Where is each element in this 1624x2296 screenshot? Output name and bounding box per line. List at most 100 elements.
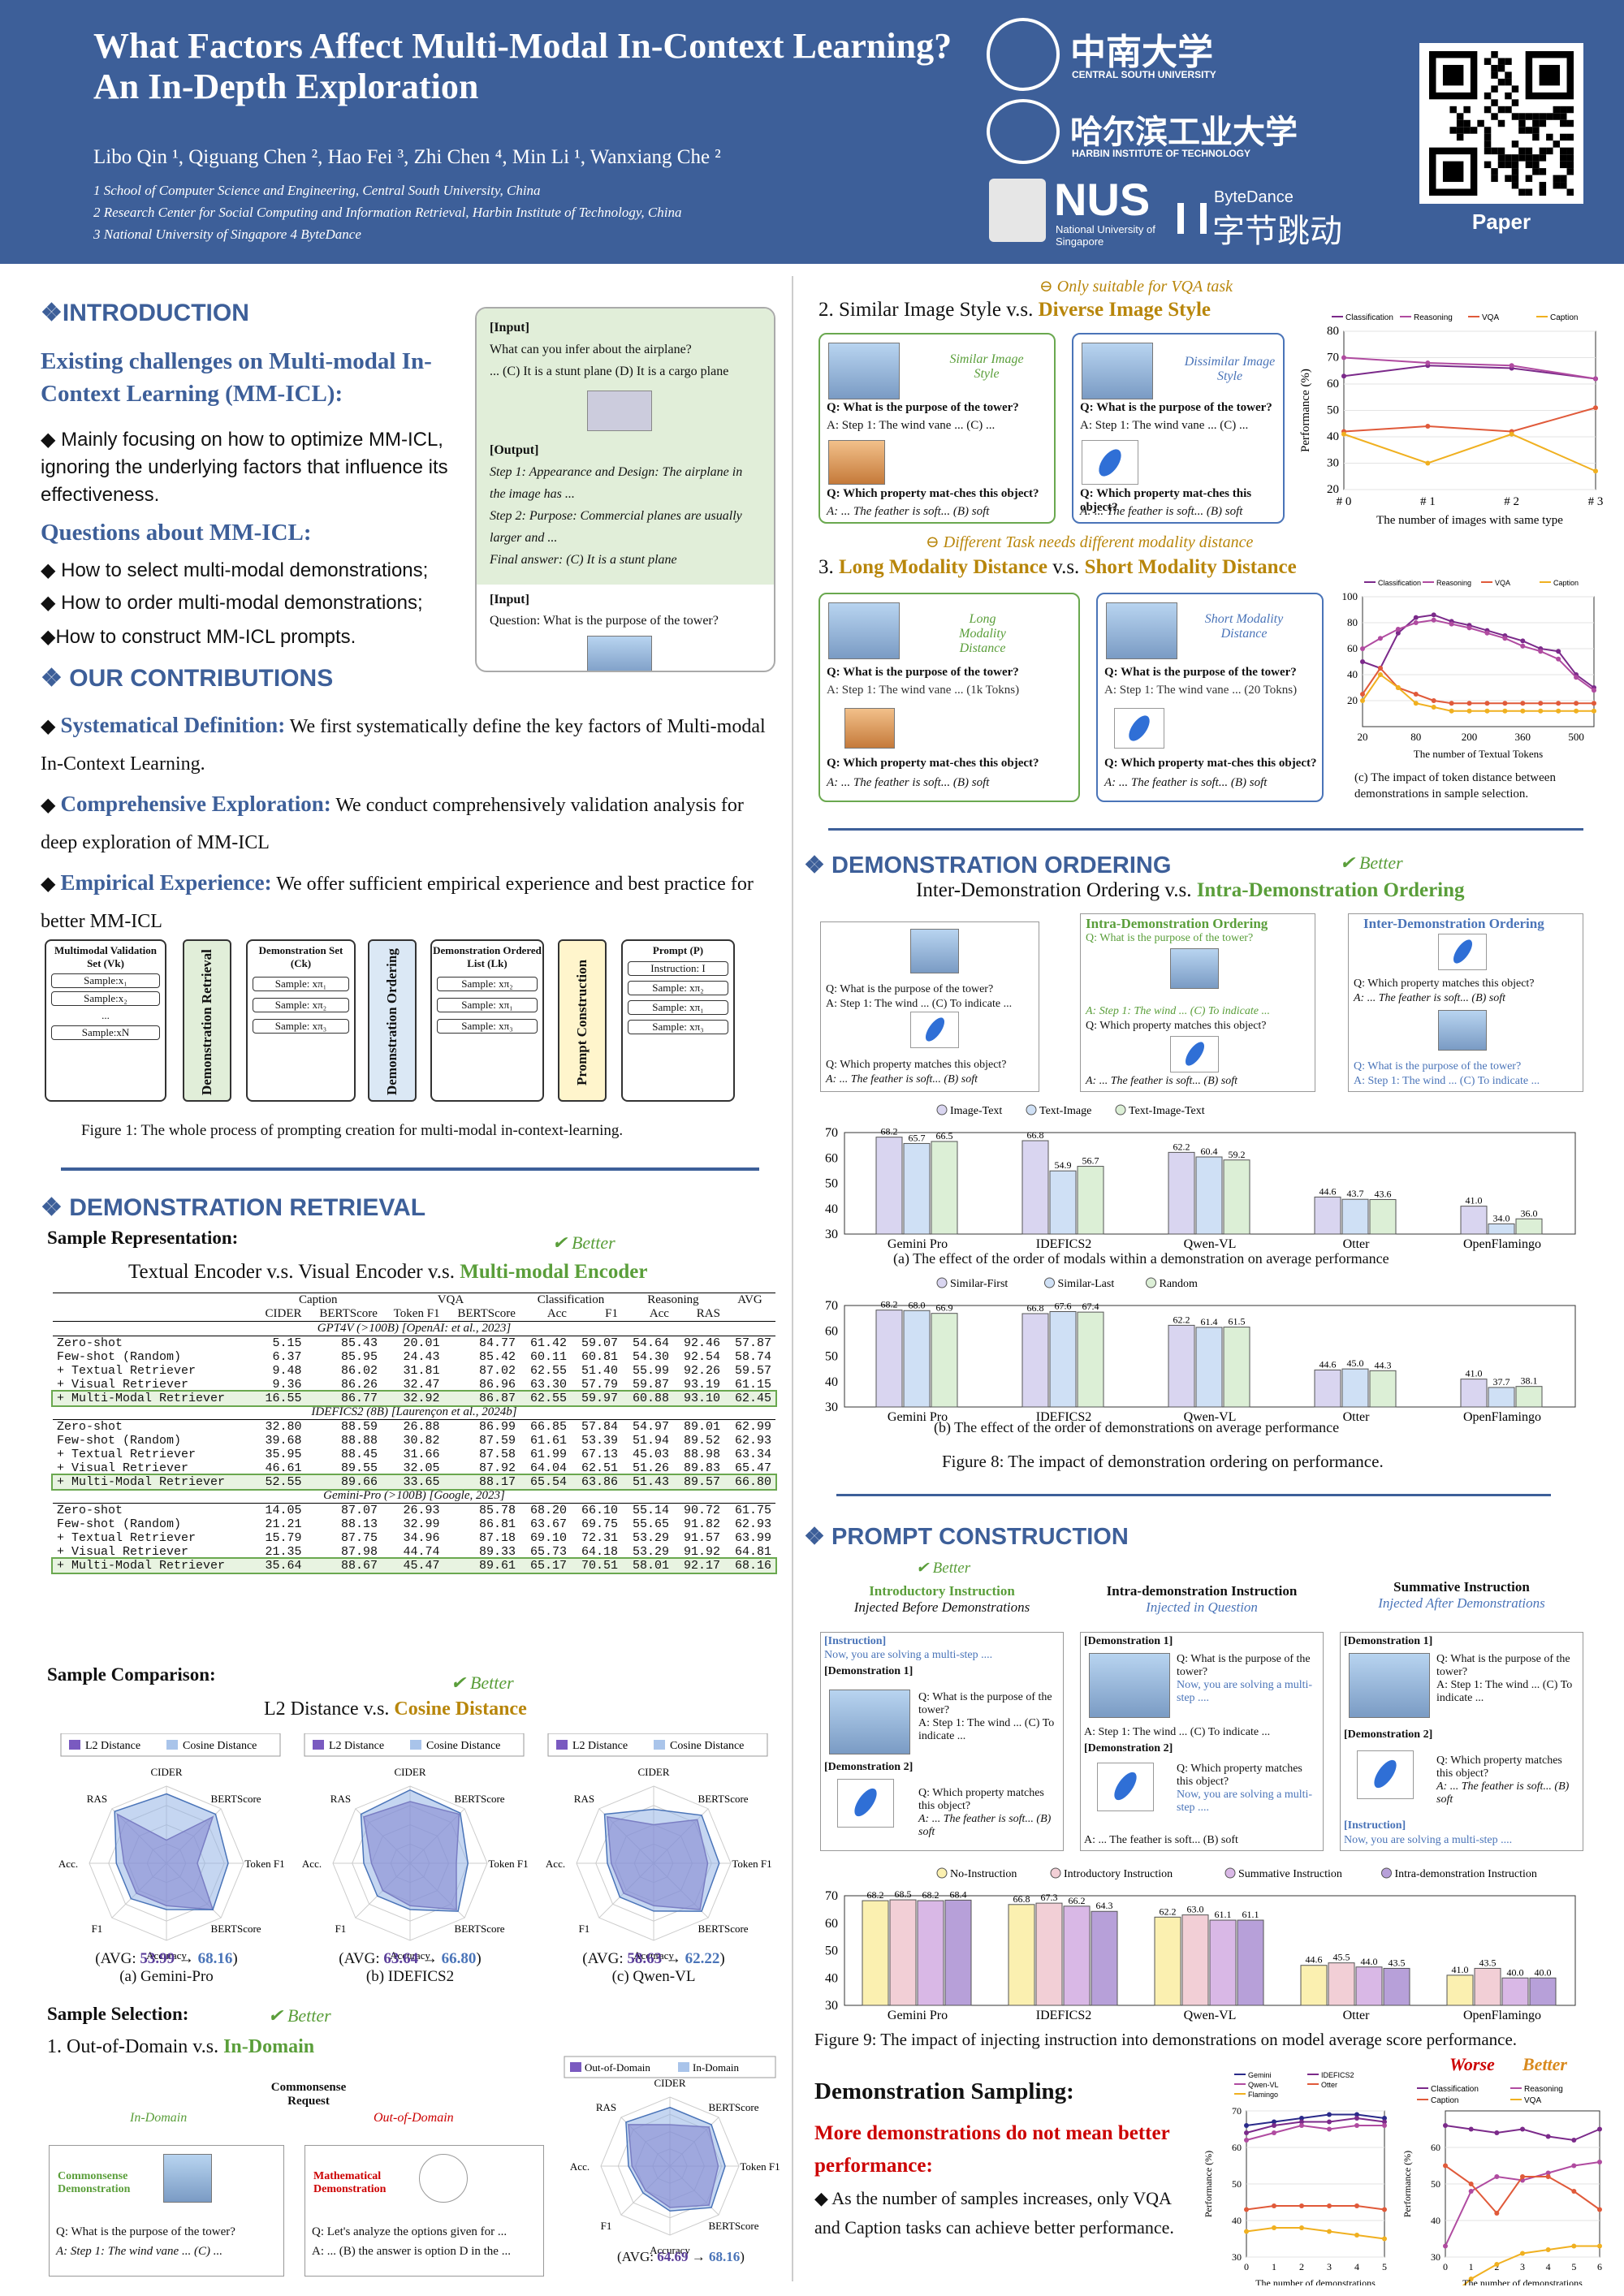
table-row: + Visual Retriever 21.35 87.98 44.74 89.33 65… bbox=[53, 1545, 775, 1559]
data-point bbox=[1360, 692, 1365, 697]
table-cell: 61.61 bbox=[529, 1434, 567, 1448]
data-point bbox=[1354, 2116, 1359, 2121]
table-cell: 67.13 bbox=[581, 1448, 618, 1461]
qr-module bbox=[1505, 58, 1512, 65]
legend-label: In-Domain bbox=[693, 2061, 740, 2074]
feather-drawing-icon bbox=[1357, 1750, 1414, 1799]
data-point bbox=[1545, 2170, 1551, 2176]
table-cell: 30.82 bbox=[403, 1434, 440, 1448]
inter-ordering-box: Inter-Demonstration Ordering Q: Which pr… bbox=[1348, 913, 1583, 1092]
bar-value-label: 62.2 bbox=[1173, 1141, 1190, 1152]
demo-2-text: Q: Which property matches this object? A:… bbox=[1436, 1754, 1581, 1806]
table-row: + Multi-Modal Retriever 35.64 88.67 45.47 89… bbox=[51, 1557, 777, 1574]
y-tick-label: 60 bbox=[825, 1917, 838, 1931]
table-cell: 14.05 bbox=[265, 1504, 302, 1517]
legend-label: Text-Image-Text bbox=[1129, 1105, 1205, 1117]
check-icon: ✔ bbox=[451, 1672, 466, 1693]
qr-module bbox=[1566, 133, 1574, 141]
check-icon: ✔ bbox=[916, 1560, 929, 1577]
legend-swatch bbox=[1146, 1277, 1156, 1288]
modality-note: ⊖ Different Task needs different modalit… bbox=[926, 533, 1254, 551]
bar-value-label: 61.4 bbox=[1201, 1316, 1218, 1327]
figure-1-caption: Figure 1: The whole process of prompting… bbox=[81, 1122, 624, 1139]
x-tick-label: 5 bbox=[1382, 2261, 1387, 2272]
table-group-header: Caption VQA Classification Reasoning AVG bbox=[53, 1293, 775, 1308]
table-group: Classification bbox=[537, 1293, 605, 1306]
qr-code-icon[interactable] bbox=[1419, 43, 1583, 204]
ordering-answer-feather: A: ... The feather is soft... (B) soft bbox=[826, 1073, 978, 1085]
in-domain-label: In-Domain bbox=[130, 2111, 188, 2125]
data-point bbox=[1597, 2126, 1602, 2132]
radar-label: (a) Gemini-Pro bbox=[119, 1968, 214, 1985]
y-tick-label: 80 bbox=[1347, 616, 1358, 628]
modality-title-vs: v.s. bbox=[1052, 556, 1080, 578]
legend-swatch bbox=[1224, 1867, 1236, 1879]
domain-comparison: 1. Out-of-Domain v.s. In-Domain bbox=[47, 2036, 314, 2058]
x-tick-label: OpenFlamingo bbox=[1463, 1237, 1541, 1251]
bar bbox=[862, 1900, 889, 2006]
qr-module bbox=[1560, 119, 1567, 127]
bar bbox=[1049, 1170, 1077, 1235]
table-cell: 31.66 bbox=[403, 1448, 440, 1461]
table-cell: 65.47 bbox=[734, 1461, 771, 1475]
table-cell: 63.67 bbox=[529, 1517, 567, 1531]
sampling-bullet-text: As the number of samples increases, only… bbox=[814, 2188, 1174, 2238]
x-tick-label: 6 bbox=[1597, 2261, 1602, 2272]
avg-before: 58.63 bbox=[627, 1950, 663, 1967]
legend-label: L2 Distance bbox=[572, 1740, 628, 1752]
qr-module bbox=[1560, 154, 1567, 162]
table-cell: 65.54 bbox=[529, 1475, 567, 1489]
divider bbox=[828, 828, 1583, 831]
better-badge: ✔ Better bbox=[268, 2005, 331, 2026]
table-cell bbox=[724, 1307, 775, 1322]
radar-axis-label: BERTScore bbox=[698, 1923, 749, 1935]
legend-swatch bbox=[410, 1740, 421, 1750]
demo-2-tag: [Demonstration 2] bbox=[1344, 1728, 1433, 1741]
table-cell: 62.45 bbox=[734, 1392, 771, 1405]
legend-label: Introductory Instruction bbox=[1064, 1868, 1173, 1880]
style-best: Diverse Image Style bbox=[1038, 299, 1212, 321]
table-block-name: IDEFICS2 (8B) [Laurençon et al., 2024b] bbox=[53, 1405, 775, 1420]
title-line-2: An In-Depth Exploration bbox=[93, 67, 479, 106]
qr-module bbox=[1484, 161, 1492, 169]
table-cell: 85.42 bbox=[478, 1350, 516, 1364]
data-point bbox=[1538, 708, 1544, 714]
table-cell: 85.95 bbox=[340, 1350, 378, 1364]
math-demo-box: Mathematical Demonstration Q: Let's anal… bbox=[304, 2145, 544, 2277]
legend-swatch bbox=[654, 1740, 665, 1750]
commonsense-question: Q: What is the purpose of the tower? bbox=[56, 2225, 235, 2238]
table-cell: 62.51 bbox=[581, 1461, 618, 1475]
qr-module bbox=[1525, 175, 1533, 183]
modality-title-num: 3. bbox=[818, 556, 834, 578]
legend-label: No-Instruction bbox=[950, 1868, 1017, 1880]
prompt-sample: Sample: xπ₂ bbox=[628, 981, 728, 995]
qr-module bbox=[1456, 119, 1464, 127]
table-cell: 32.92 bbox=[403, 1392, 440, 1405]
question-3: ◆How to construct MM-ICL prompts. bbox=[41, 626, 356, 648]
table-cell: + Multi-Modal Retriever bbox=[57, 1392, 226, 1405]
contribution-2: ◆ Comprehensive Exploration: We conduct … bbox=[41, 792, 744, 853]
legend-label: Text-Image bbox=[1039, 1105, 1091, 1117]
construction-step-label: Prompt Construction bbox=[574, 959, 590, 1085]
table-cell: 86.02 bbox=[340, 1364, 378, 1378]
style-question-2: Q: Which property mat-ches this object? bbox=[1080, 487, 1252, 514]
bar bbox=[917, 1900, 944, 2006]
table-cell: 70.51 bbox=[581, 1559, 618, 1573]
table-cell: 55.99 bbox=[632, 1364, 669, 1378]
intra-ordering-box: Intra-Demonstration Ordering Q: What is … bbox=[1080, 913, 1315, 1092]
qr-module bbox=[1532, 154, 1540, 162]
y-tick-label: 30 bbox=[1232, 2251, 1242, 2263]
retrieval-step: Demonstration Retrieval bbox=[183, 939, 231, 1102]
qr-module bbox=[1491, 51, 1498, 58]
qr-module bbox=[1456, 133, 1464, 141]
table-block-title: GPT4V (>100B) [OpenAI: et al., 2023] bbox=[53, 1321, 775, 1336]
qr-module bbox=[1532, 127, 1540, 134]
similar-style-box: Similar Image Style Q: What is the purpo… bbox=[818, 333, 1056, 524]
style-answer-2: A: ... The feather is soft... (B) soft bbox=[827, 505, 990, 518]
y-tick-label: 20 bbox=[1347, 694, 1358, 706]
bar bbox=[1195, 1327, 1223, 1408]
sampling-model-chart: 30 40 50 60 70 0 1 2 3 4 5 Gemini IDEFICS2 Qwen-VL Ott… bbox=[1202, 2066, 1397, 2289]
series-line bbox=[1362, 667, 1594, 705]
bar bbox=[1341, 1198, 1369, 1235]
hit-seal-icon bbox=[987, 99, 1060, 164]
